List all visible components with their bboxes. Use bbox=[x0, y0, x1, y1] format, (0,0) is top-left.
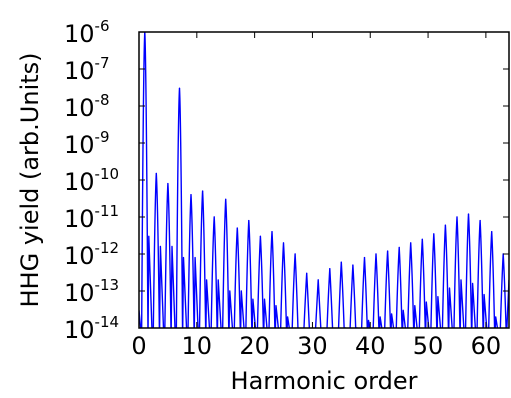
harmonic-peak-point bbox=[294, 253, 296, 255]
harmonic-peak-point bbox=[236, 227, 238, 229]
y-axis-label: HHG yield (arb.Units) bbox=[16, 52, 44, 307]
x-tick-label: 0 bbox=[131, 332, 146, 360]
harmonic-peak-point bbox=[155, 172, 157, 175]
y-tick-label: 10-7 bbox=[64, 54, 110, 85]
harmonic-peak-point bbox=[248, 220, 250, 222]
series-layer bbox=[139, 32, 509, 328]
harmonic-peak-point bbox=[421, 238, 423, 240]
y-tick-base: 10 bbox=[64, 316, 95, 344]
y-tick-exponent: -10 bbox=[95, 165, 120, 183]
harmonic-peak-point bbox=[479, 220, 481, 222]
x-tick-label: 50 bbox=[413, 332, 444, 360]
harmonic-peak-point bbox=[456, 216, 458, 218]
harmonic-peak-point bbox=[190, 194, 192, 196]
y-tick-base: 10 bbox=[64, 205, 95, 233]
y-tick-base: 10 bbox=[64, 168, 95, 196]
y-tick-label: 10-11 bbox=[64, 202, 119, 233]
harmonic-peak-point bbox=[317, 279, 319, 281]
y-tick-exponent: -11 bbox=[95, 202, 120, 220]
x-tick-label: 20 bbox=[239, 332, 270, 360]
plot-area bbox=[138, 31, 510, 329]
y-tick-exponent: -6 bbox=[95, 17, 110, 35]
x-tick-label: 40 bbox=[355, 332, 386, 360]
y-tick-label: 10-13 bbox=[64, 276, 119, 307]
y-tick-label: 10-6 bbox=[64, 17, 110, 48]
y-tick-label: 10-14 bbox=[64, 313, 119, 344]
harmonic-peak-point bbox=[202, 190, 204, 192]
y-tick-base: 10 bbox=[64, 57, 95, 85]
y-tick-label: 10-10 bbox=[64, 165, 119, 196]
harmonic-peak-point bbox=[467, 213, 470, 215]
harmonic-peak-point bbox=[363, 257, 366, 259]
harmonic-peak-point bbox=[167, 183, 169, 185]
y-tick-exponent: -8 bbox=[95, 91, 110, 109]
y-tick-base: 10 bbox=[64, 20, 95, 48]
harmonic-peak-point bbox=[410, 242, 412, 244]
harmonic-peak-point bbox=[398, 246, 400, 249]
series-line bbox=[139, 32, 509, 328]
y-tick-exponent: -12 bbox=[95, 239, 120, 257]
y-tick-base: 10 bbox=[64, 94, 95, 122]
harmonic-peak-point bbox=[375, 253, 377, 255]
y-tick-label: 10-8 bbox=[64, 91, 110, 122]
y-tick-exponent: -13 bbox=[95, 276, 120, 294]
x-tick-label: 10 bbox=[182, 332, 213, 360]
x-tick-label: 30 bbox=[297, 332, 328, 360]
harmonic-peak-point bbox=[178, 87, 181, 89]
harmonic-peak-point bbox=[306, 272, 308, 274]
harmonic-peak-point bbox=[491, 231, 493, 233]
y-tick-exponent: -7 bbox=[95, 54, 110, 72]
y-tick-base: 10 bbox=[64, 279, 95, 307]
y-tick-exponent: -9 bbox=[95, 128, 110, 146]
harmonic-peak-point bbox=[352, 264, 354, 266]
y-tick-exponent: -14 bbox=[95, 313, 120, 331]
harmonic-peak-point bbox=[329, 268, 331, 270]
harmonic-peak-point bbox=[259, 235, 261, 237]
y-tick-base: 10 bbox=[64, 131, 95, 159]
harmonic-peak-point bbox=[444, 224, 446, 226]
x-tick-label: 60 bbox=[471, 332, 502, 360]
y-tick-label: 10-9 bbox=[64, 128, 110, 159]
ticks-layer: 0 10 20 30 40 50 6010-610-710-810-910-1010-111… bbox=[64, 17, 509, 360]
harmonic-peak-point bbox=[282, 242, 285, 244]
harmonic-peak-point bbox=[271, 231, 273, 233]
x-axis-label: Harmonic order bbox=[231, 367, 418, 395]
harmonic-peak-point bbox=[213, 216, 215, 218]
y-tick-base: 10 bbox=[64, 242, 95, 270]
harmonic-peak-point bbox=[340, 261, 342, 263]
y-tick-label: 10-12 bbox=[64, 239, 119, 270]
harmonic-peak-point bbox=[433, 233, 435, 235]
harmonic-peak-point bbox=[387, 250, 389, 252]
harmonic-peak-point bbox=[225, 198, 227, 200]
